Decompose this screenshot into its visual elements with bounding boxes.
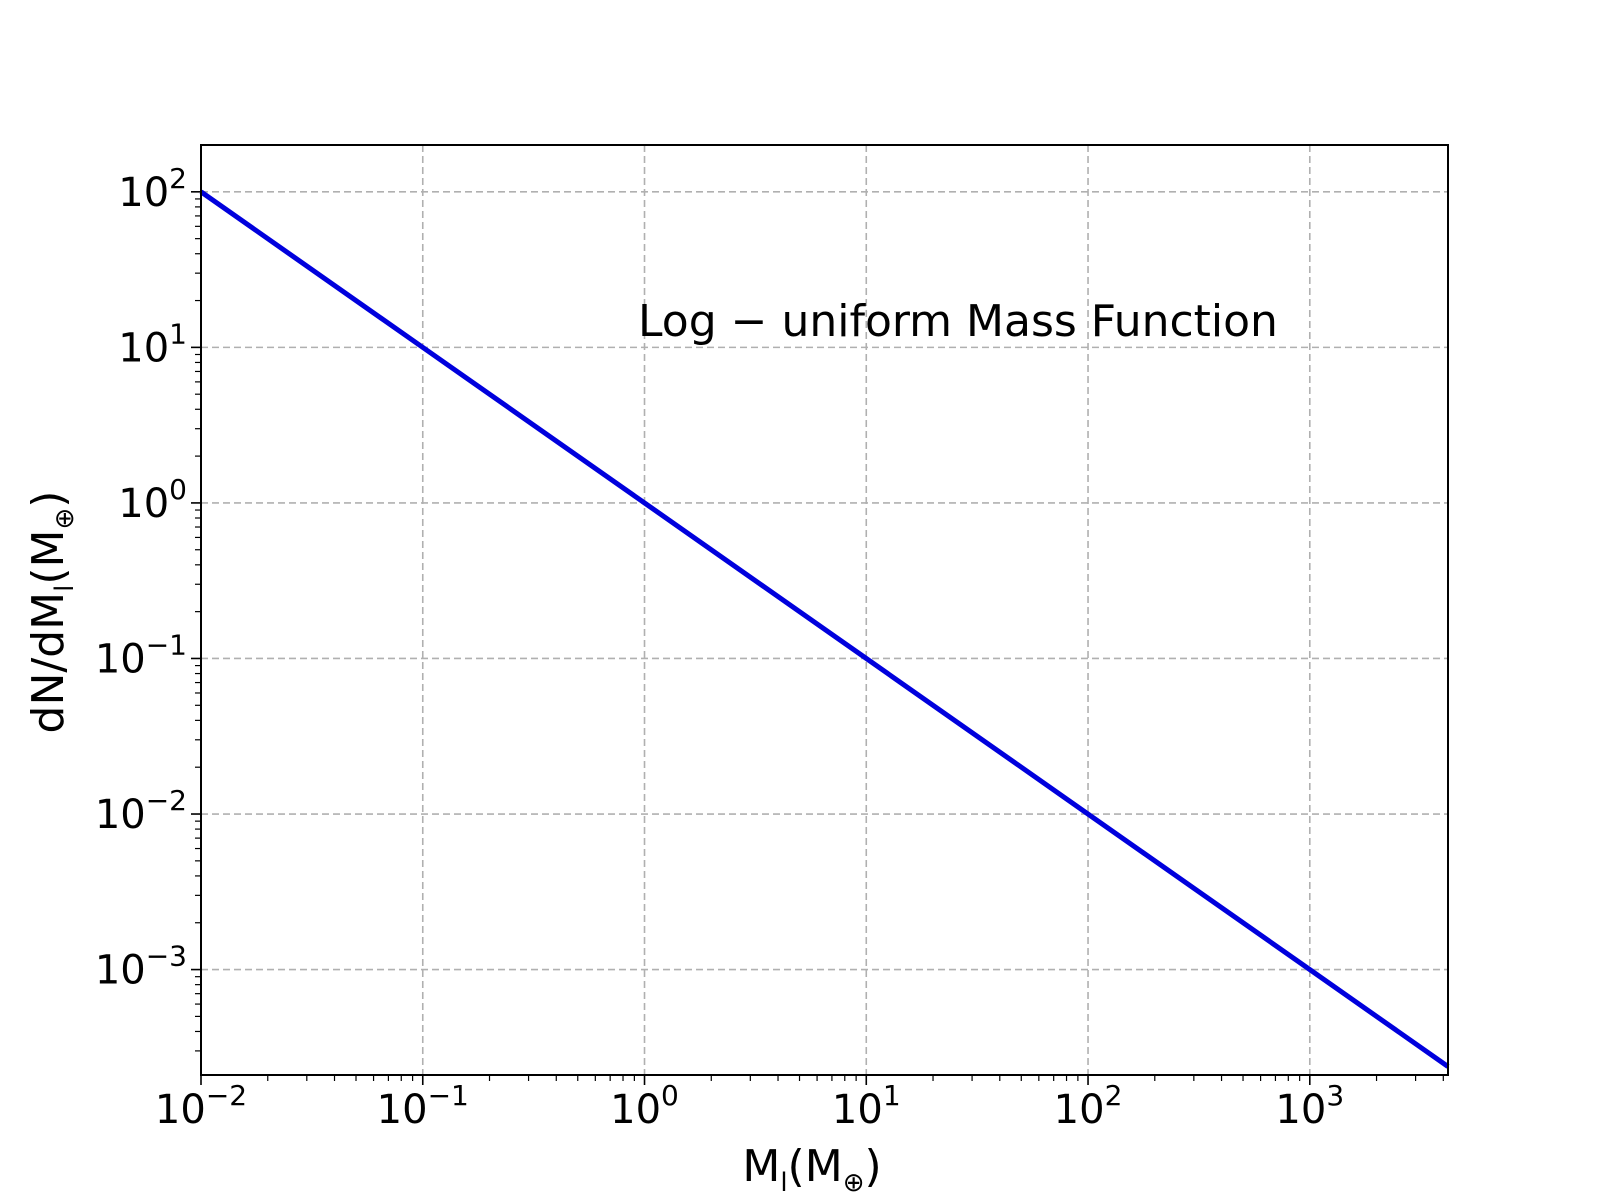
tick-labels: 10−2 10−1 100 101 102 10310210110010−110−210−…: [95, 162, 1344, 1133]
y-tick-label: 100: [118, 473, 187, 527]
grid: [201, 145, 1448, 1075]
y-tick-label: 10−2: [95, 784, 187, 838]
y-tick-label-exp: 1: [169, 317, 187, 350]
x-tick-label: 103: [1275, 1079, 1344, 1133]
x-tick-label: 10−2: [155, 1079, 247, 1133]
x-tick-label-exp: 0: [661, 1079, 679, 1112]
x-tick-label-base: 10: [832, 1087, 883, 1133]
y-axis-label: dN/dMl(M⊕): [23, 491, 80, 734]
annotation: Log − uniform Mass Function: [638, 296, 1278, 347]
ticks: [191, 191, 1444, 1085]
y-tick-label-exp: −1: [146, 628, 187, 661]
x-tick-label-exp: 1: [883, 1079, 901, 1112]
y-tick-label-exp: −2: [146, 784, 187, 817]
y-axis-label-unit-open: (M: [23, 530, 74, 585]
x-tick-label-base: 10: [155, 1087, 206, 1133]
x-axis-label-sub: l: [780, 1168, 787, 1198]
y-tick-label: 10−1: [95, 628, 187, 682]
y-tick-label-exp: 0: [169, 473, 187, 506]
x-tick-label: 102: [1054, 1079, 1123, 1133]
y-tick-label-base: 10: [118, 481, 169, 527]
x-tick-label-base: 10: [1275, 1087, 1326, 1133]
x-tick-label-exp: 2: [1105, 1079, 1123, 1112]
y-axis-label-text: dN/dM: [23, 592, 74, 734]
y-tick-label-base: 10: [118, 170, 169, 216]
y-axis-label-sub: l: [50, 585, 80, 592]
y-tick-label-base: 10: [118, 325, 169, 371]
x-tick-label-exp: −2: [206, 1079, 247, 1112]
y-tick-label-exp: 2: [169, 162, 187, 195]
x-axis-label: Ml(M⊕): [742, 1141, 881, 1198]
y-tick-label: 101: [118, 317, 187, 371]
y-tick-label-base: 10: [95, 792, 146, 838]
y-axis-label-unit-close: ): [23, 491, 74, 508]
x-tick-label: 10−1: [377, 1079, 469, 1133]
x-axis-label-base: M: [742, 1141, 780, 1192]
x-tick-label: 101: [832, 1079, 901, 1133]
x-axis-label-unit-open: (M: [788, 1141, 843, 1192]
series-line: [199, 189, 1450, 1069]
y-tick-label: 102: [118, 162, 187, 216]
y-tick-label: 10−3: [95, 940, 187, 994]
series-layer: [199, 189, 1450, 1069]
y-tick-label-base: 10: [95, 948, 146, 994]
x-tick-label-base: 10: [377, 1087, 428, 1133]
plot-frame: [200, 144, 1449, 1076]
y-tick-label-base: 10: [95, 636, 146, 682]
x-axis-label-unit-close: ): [864, 1141, 881, 1192]
x-tick-label-base: 10: [1054, 1087, 1105, 1133]
x-tick-label-exp: −1: [428, 1079, 469, 1112]
y-tick-label-exp: −3: [146, 940, 187, 973]
x-tick-label-exp: 3: [1326, 1079, 1344, 1112]
x-axis-label-unit-sub: ⊕: [843, 1168, 865, 1198]
x-tick-label: 100: [610, 1079, 679, 1133]
y-axis-label-unit-sub: ⊕: [50, 508, 80, 530]
x-tick-label-base: 10: [610, 1087, 661, 1133]
